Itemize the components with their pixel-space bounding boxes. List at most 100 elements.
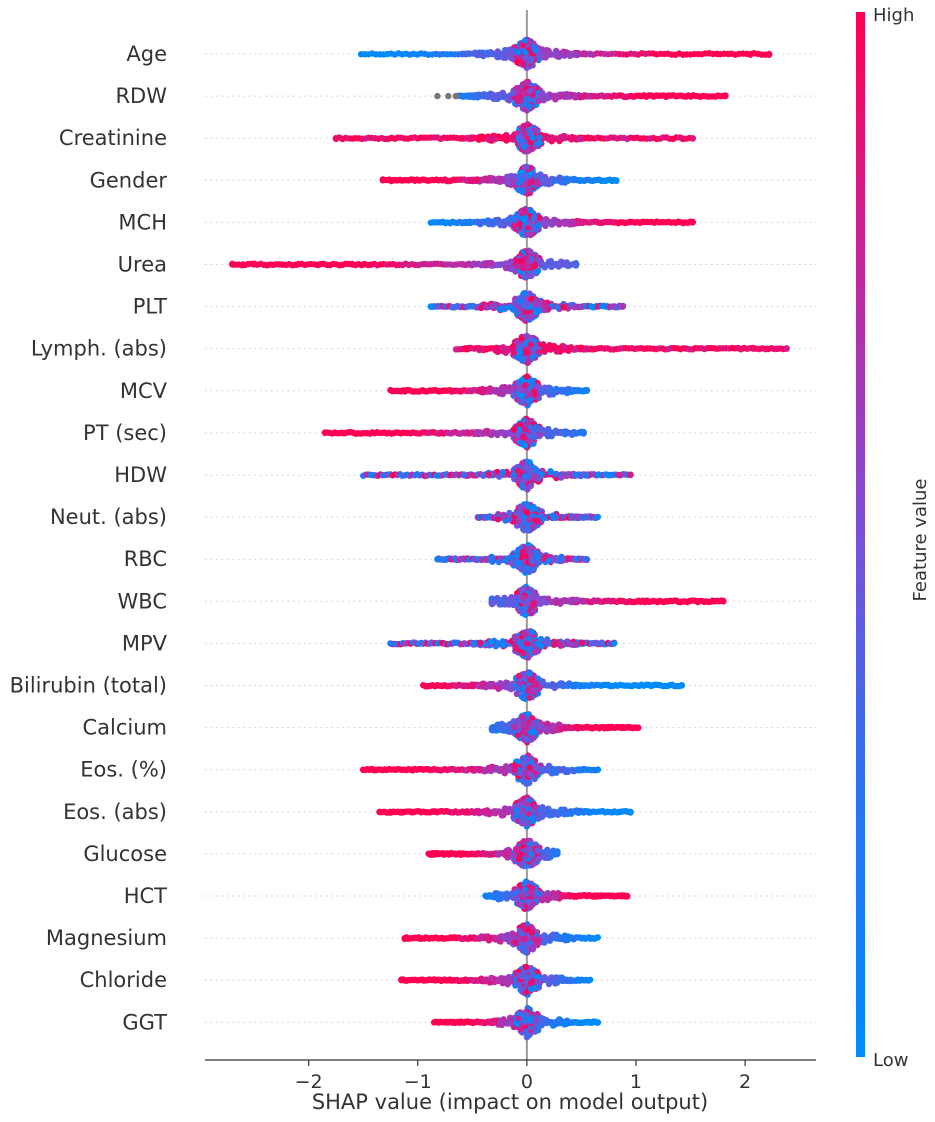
- shap-point: [525, 102, 532, 109]
- shap-outlier-point: [379, 177, 387, 184]
- shap-point: [583, 134, 590, 142]
- shap-point: [543, 640, 550, 648]
- shap-point: [534, 298, 542, 305]
- shap-point: [492, 177, 500, 184]
- shap-point: [562, 49, 569, 56]
- shap-point: [458, 135, 465, 142]
- shap-point: [542, 384, 550, 392]
- shap-point: [536, 134, 543, 141]
- shap-point: [550, 514, 557, 521]
- shap-point: [507, 258, 514, 265]
- shap-point: [534, 640, 541, 647]
- shap-point: [556, 174, 563, 181]
- shap-outlier-point: [681, 219, 689, 226]
- shap-outlier-point: [689, 219, 696, 226]
- shap-point: [477, 304, 485, 312]
- shap-point: [560, 304, 567, 311]
- shap-point: [551, 556, 558, 563]
- shap-point: [527, 341, 535, 348]
- shap-point: [546, 51, 554, 58]
- shap-point: [476, 344, 483, 352]
- shap-point: [568, 641, 576, 648]
- shap-point: [508, 560, 516, 567]
- shap-point: [461, 219, 468, 226]
- shap-point: [474, 94, 481, 101]
- shap-point: [475, 260, 482, 267]
- shap-point: [507, 134, 514, 142]
- shap-point: [491, 136, 499, 143]
- shap-point: [557, 134, 564, 141]
- data-points: [229, 36, 790, 1041]
- shap-point: [521, 425, 529, 433]
- shap-point: [553, 385, 560, 393]
- shap-point: [521, 442, 529, 449]
- shap-point: [502, 557, 509, 564]
- shap-point: [577, 344, 584, 351]
- shap-point: [460, 471, 467, 479]
- shap-outlier-point: [316, 261, 323, 268]
- shap-point: [523, 640, 531, 647]
- shap-outlier-point: [689, 135, 696, 142]
- shap-point: [578, 639, 586, 646]
- shap-point: [529, 557, 536, 565]
- shap-point: [587, 219, 594, 226]
- shap-point: [520, 273, 528, 280]
- shap-point: [499, 93, 507, 100]
- shap-point: [500, 54, 507, 61]
- shap-point: [519, 188, 527, 195]
- shap-point: [511, 391, 518, 399]
- shap-point: [472, 49, 479, 56]
- shap-point: [531, 648, 538, 655]
- shap-point: [532, 47, 539, 54]
- shap-point: [524, 300, 531, 307]
- shap-point: [538, 425, 545, 433]
- shap-point: [527, 482, 535, 490]
- shap-point: [495, 53, 502, 61]
- shap-point: [528, 545, 536, 552]
- shap-outlier-point: [722, 92, 729, 100]
- shap-point: [510, 597, 517, 604]
- shap-point: [494, 594, 501, 602]
- shap-point: [517, 639, 524, 646]
- shap-point: [494, 516, 502, 523]
- shap-outlier-point: [250, 261, 258, 268]
- shap-outlier-point: [434, 556, 441, 563]
- shap-outlier-point: [583, 387, 591, 394]
- shap-point: [547, 469, 554, 476]
- shap-point: [515, 559, 522, 567]
- shap-point: [492, 388, 500, 395]
- shap-point: [492, 642, 499, 650]
- shap-point: [554, 304, 561, 311]
- shap-point: [475, 136, 483, 143]
- shap-point: [521, 207, 529, 214]
- shap-point: [505, 216, 512, 223]
- shap-point: [490, 95, 498, 102]
- shap-point: [581, 50, 588, 58]
- shap-outlier-point: [229, 261, 236, 268]
- shap-point: [528, 178, 535, 186]
- shap-point: [526, 398, 533, 406]
- shap-outlier-point: [332, 429, 340, 437]
- shap-outlier-point: [750, 345, 758, 352]
- shap-point: [500, 133, 507, 141]
- shap-point: [526, 272, 533, 280]
- shap-point: [545, 557, 553, 564]
- shap-outlier-point: [392, 177, 400, 184]
- shap-point: [558, 428, 565, 436]
- shap-outlier-point: [294, 261, 301, 268]
- shap-outlier-point: [360, 261, 367, 268]
- shap-outlier-point: [583, 471, 591, 479]
- shap-point: [498, 176, 506, 183]
- shap-point: [463, 345, 470, 353]
- shap-point: [536, 432, 543, 439]
- shap-outlier-point: [594, 471, 601, 479]
- shap-point: [588, 345, 595, 352]
- shap-point: [561, 218, 568, 226]
- shap-point: [517, 298, 525, 305]
- shap-point: [519, 586, 526, 593]
- shap-point: [495, 261, 502, 269]
- shap-outlier-point: [572, 556, 580, 563]
- shap-point: [515, 518, 522, 525]
- shap-outlier-point: [765, 50, 773, 58]
